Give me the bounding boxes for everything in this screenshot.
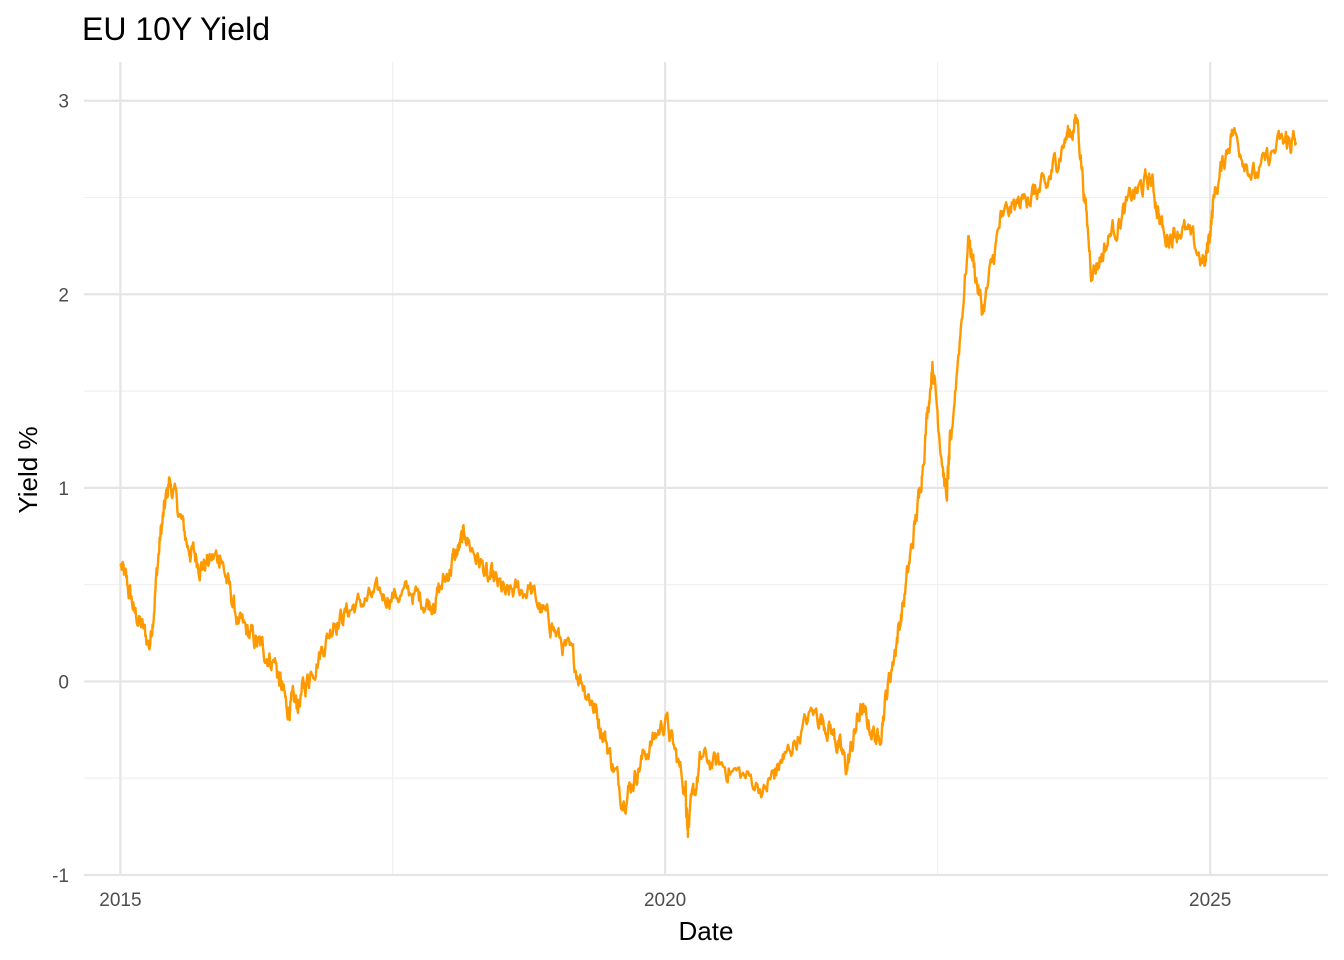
x-tick-label: 2015 <box>99 890 141 911</box>
yield-line <box>119 113 1297 839</box>
series <box>119 113 1297 839</box>
y-tick-label: -1 <box>52 866 69 887</box>
x-axis-title: Date <box>679 916 734 946</box>
chart-title: EU 10Y Yield <box>82 11 270 47</box>
x-tick-label: 2025 <box>1189 890 1231 911</box>
y-tick-label: 1 <box>58 479 69 500</box>
y-tick-label: 2 <box>58 285 69 306</box>
x-tick-label: 2020 <box>644 890 686 911</box>
y-tick-label: 3 <box>58 92 69 113</box>
y-axis-title: Yield % <box>13 426 43 513</box>
grid <box>84 62 1328 877</box>
tick-labels: -1 0 1 2 3 2015 2020 2025 <box>52 92 1231 911</box>
y-tick-label: 0 <box>58 672 69 693</box>
